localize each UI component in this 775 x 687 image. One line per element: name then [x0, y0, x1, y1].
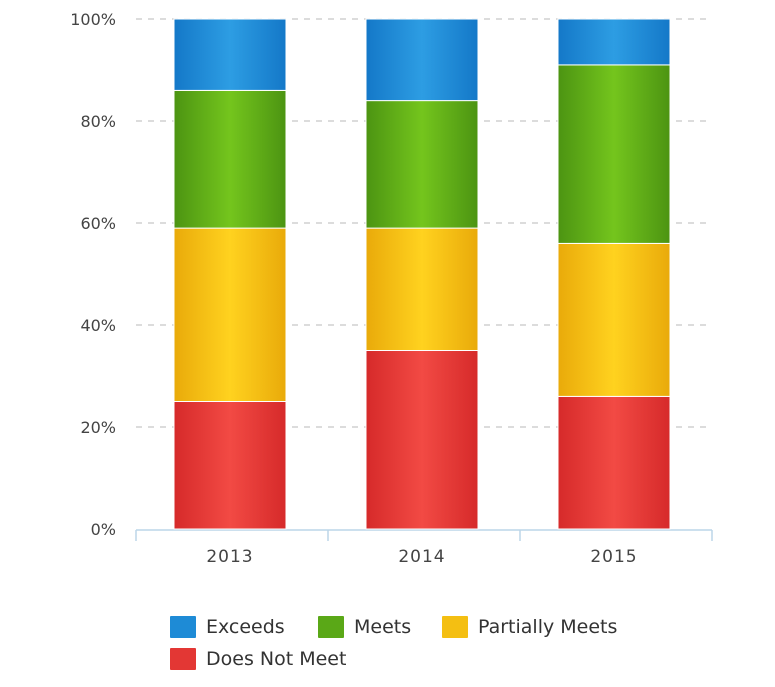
y-tick-label: 0% — [91, 520, 116, 539]
bar-exceeds-2013 — [173, 18, 287, 91]
x-tick-label: 2013 — [206, 547, 253, 567]
legend-item-meets[interactable]: Meets — [318, 616, 411, 638]
legend-label-does-not-meet: Does Not Meet — [206, 648, 347, 670]
legend-swatch-does-not-meet — [170, 648, 196, 670]
y-tick-label: 40% — [80, 316, 116, 335]
legend-item-exceeds[interactable]: Exceeds — [170, 616, 285, 638]
bar-does-not-meet-2013 — [173, 401, 287, 530]
legend-item-partially-meets[interactable]: Partially Meets — [442, 616, 617, 638]
bar-does-not-meet-2015 — [557, 395, 671, 530]
bar-partially-meets-2014 — [365, 227, 479, 352]
y-tick-label: 60% — [80, 214, 116, 233]
bar-meets-2015 — [557, 64, 671, 244]
legend-item-does-not-meet[interactable]: Does Not Meet — [170, 648, 346, 670]
legend-swatch-exceeds — [170, 616, 196, 638]
legend-label-exceeds: Exceeds — [206, 616, 285, 638]
x-tick-label: 2014 — [398, 547, 445, 567]
bar-partially-meets-2015 — [557, 242, 671, 397]
bar-exceeds-2014 — [365, 18, 479, 102]
bar-meets-2013 — [173, 89, 287, 229]
y-tick-label: 100% — [70, 10, 116, 29]
legend-label-partially-meets: Partially Meets — [478, 616, 618, 638]
y-tick-label: 80% — [80, 112, 116, 131]
legend-swatch-partially-meets — [442, 616, 468, 638]
stacked-bar-chart: 0% 20% 40% 60% 80% 100% 2013 2014 2015 — [70, 10, 713, 567]
legend-label-meets: Meets — [354, 616, 412, 638]
y-tick-label: 20% — [80, 418, 116, 437]
legend-swatch-meets — [318, 616, 344, 638]
bar-partially-meets-2013 — [173, 227, 287, 402]
bar-does-not-meet-2014 — [365, 350, 479, 530]
bar-exceeds-2015 — [557, 18, 671, 66]
bar-meets-2014 — [365, 100, 479, 229]
x-tick-label: 2015 — [590, 547, 637, 567]
